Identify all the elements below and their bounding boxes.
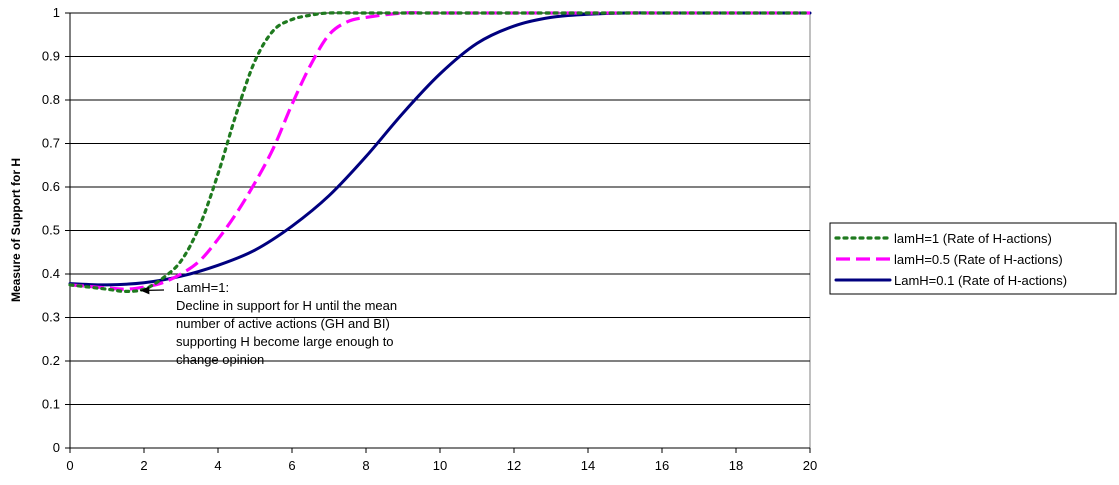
y-tick-label-1: 0.1 <box>42 397 60 412</box>
y-tick-label-0: 0 <box>53 440 60 455</box>
x-tick-label-1: 2 <box>140 458 147 473</box>
legend-label-0: lamH=1 (Rate of H-actions) <box>894 231 1052 246</box>
x-tick-label-6: 12 <box>507 458 521 473</box>
y-tick-label-7: 0.7 <box>42 136 60 151</box>
y-tick-label-8: 0.8 <box>42 92 60 107</box>
y-tick-label-5: 0.5 <box>42 223 60 238</box>
x-tick-label-7: 14 <box>581 458 595 473</box>
y-tick-label-10: 1 <box>53 5 60 20</box>
x-tick-label-10: 20 <box>803 458 817 473</box>
x-tick-label-3: 6 <box>288 458 295 473</box>
y-gridlines <box>70 12 810 405</box>
y-tick-label-2: 0.2 <box>42 353 60 368</box>
y-tick-label-9: 0.9 <box>42 49 60 64</box>
legend-label-1: lamH=0.5 (Rate of H-actions) <box>894 252 1063 267</box>
annotation-line-5: change opinion <box>176 352 264 367</box>
annotation: LamH=1: Decline in support for H until t… <box>140 280 397 367</box>
y-axis-label: Measure of Support for H <box>9 158 23 302</box>
annotation-line-1: LamH=1: <box>176 280 229 295</box>
x-tick-label-9: 18 <box>729 458 743 473</box>
y-tick-label-3: 0.3 <box>42 310 60 325</box>
x-tick-label-2: 4 <box>214 458 221 473</box>
annotation-line-2: Decline in support for H until the mean <box>176 298 397 313</box>
x-tick-label-5: 10 <box>433 458 447 473</box>
x-tick-labels: 0 2 4 6 8 10 12 14 16 18 20 <box>66 448 817 473</box>
y-tick-label-4: 0.4 <box>42 266 60 281</box>
x-tick-label-0: 0 <box>66 458 73 473</box>
y-tick-labels: 0 0.1 0.2 0.3 0.4 0.5 0.6 0.7 0.8 0.9 1 <box>42 5 70 455</box>
annotation-line-4: supporting H become large enough to <box>176 334 394 349</box>
annotation-line-3: number of active actions (GH and BI) <box>176 316 390 331</box>
x-tick-label-8: 16 <box>655 458 669 473</box>
x-tick-label-4: 8 <box>362 458 369 473</box>
legend-label-2: LamH=0.1 (Rate of H-actions) <box>894 273 1067 288</box>
y-tick-label-6: 0.6 <box>42 179 60 194</box>
legend: lamH=1 (Rate of H-actions) lamH=0.5 (Rate… <box>829 222 1117 295</box>
annotation-arrowhead <box>140 286 150 295</box>
